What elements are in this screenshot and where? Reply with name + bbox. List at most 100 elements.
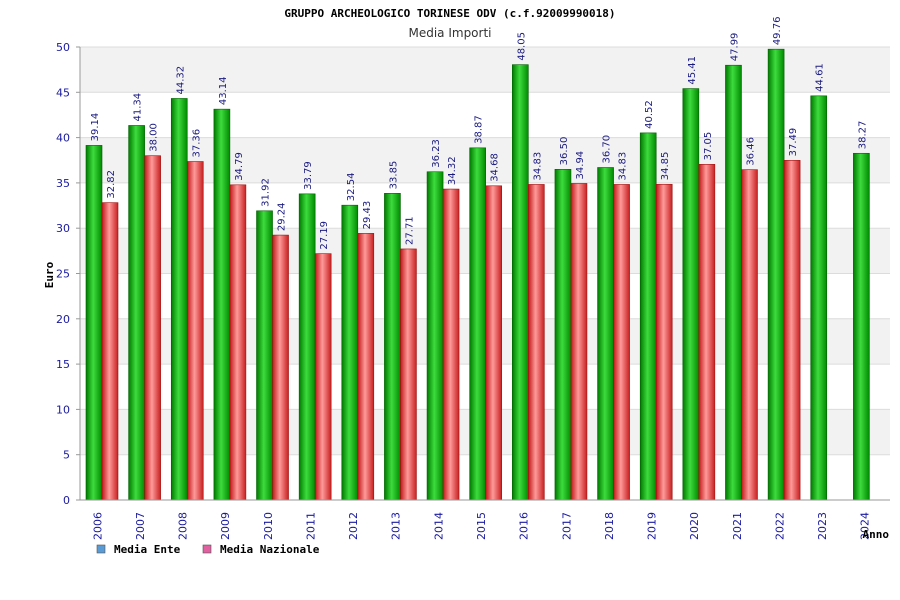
legend-label-media-nazionale: Media Nazionale xyxy=(220,543,320,556)
bar-media-nazionale xyxy=(314,253,332,501)
data-label: 29.24 xyxy=(277,202,288,231)
data-label: 33.79 xyxy=(303,161,314,190)
data-label: 34.68 xyxy=(490,153,501,182)
data-label: 44.32 xyxy=(175,66,186,95)
y-tick-label: 20 xyxy=(56,313,70,326)
bar-media-ente xyxy=(128,125,145,501)
data-label: 34.94 xyxy=(575,151,586,180)
x-tick-label: 2013 xyxy=(390,512,403,540)
data-label: 31.92 xyxy=(261,178,272,207)
data-label: 38.87 xyxy=(474,115,485,144)
x-tick-label: 2007 xyxy=(134,512,147,540)
data-label: 34.32 xyxy=(447,156,458,185)
data-label: 34.85 xyxy=(660,152,671,181)
bar-media-nazionale xyxy=(101,202,119,501)
y-tick-label: 30 xyxy=(56,222,70,235)
legend-swatch-media-ente xyxy=(96,544,106,554)
legend-label-media-ente: Media Ente xyxy=(114,543,181,556)
y-tick-label: 45 xyxy=(56,86,70,99)
y-tick-label: 0 xyxy=(63,494,70,507)
data-label: 45.41 xyxy=(687,56,698,85)
legend: Media Ente Media Nazionale xyxy=(96,543,320,556)
data-label: 34.83 xyxy=(532,152,543,181)
data-label: 34.83 xyxy=(618,152,629,181)
data-label: 27.19 xyxy=(319,221,330,250)
x-tick-label: 2016 xyxy=(518,512,531,540)
data-label: 32.54 xyxy=(346,173,357,202)
y-tick-label: 5 xyxy=(63,449,70,462)
data-label: 44.61 xyxy=(815,63,826,92)
legend-swatch-media-nazionale xyxy=(202,544,212,554)
x-tick-label: 2021 xyxy=(731,512,744,540)
data-label: 49.76 xyxy=(772,17,783,46)
bar-media-ente xyxy=(767,48,785,501)
bar-media-ente xyxy=(469,147,486,501)
data-label: 29.43 xyxy=(362,201,373,230)
y-tick-label: 10 xyxy=(56,403,70,416)
bar-media-ente xyxy=(256,210,273,501)
bar-media-ente xyxy=(213,108,231,501)
bar-media-ente xyxy=(341,204,359,501)
bar-media-nazionale xyxy=(229,184,247,501)
data-label: 36.46 xyxy=(745,137,756,166)
bar-media-nazionale xyxy=(783,160,801,501)
bar-media-nazionale xyxy=(485,185,502,501)
bar-media-ente xyxy=(597,167,614,501)
x-tick-label: 2023 xyxy=(816,512,829,540)
data-label: 38.27 xyxy=(857,121,868,150)
x-tick-label: 2018 xyxy=(603,512,616,540)
bar-media-nazionale xyxy=(144,155,161,501)
bar-media-nazionale xyxy=(272,234,289,501)
data-label: 36.70 xyxy=(602,135,613,164)
bars-layer xyxy=(85,48,870,501)
data-label: 39.14 xyxy=(90,113,101,142)
bar-media-nazionale xyxy=(442,188,460,501)
y-tick-label: 15 xyxy=(56,358,70,371)
bar-media-nazionale xyxy=(357,233,375,501)
x-tick-label: 2009 xyxy=(219,512,232,540)
bar-media-ente xyxy=(85,145,103,501)
data-labels-layer: 39.14 32.82 41.34 38.00 44.32 37.36 43.14 34.79… xyxy=(90,17,868,250)
bar-media-nazionale xyxy=(741,169,758,501)
data-label: 37.36 xyxy=(191,129,202,158)
bar-media-ente xyxy=(554,169,572,501)
bar-media-nazionale xyxy=(400,248,417,501)
bar-media-nazionale xyxy=(698,164,716,501)
x-axis-label: Anno xyxy=(863,528,890,541)
data-label: 33.85 xyxy=(388,161,399,190)
data-label: 36.23 xyxy=(431,139,442,168)
y-tick-label: 25 xyxy=(56,268,70,281)
data-label: 37.49 xyxy=(788,128,799,157)
x-tick-label: 2012 xyxy=(347,512,360,540)
bar-media-ente xyxy=(853,152,870,501)
x-tick-label: 2008 xyxy=(177,512,190,540)
bar-media-ente xyxy=(298,193,316,501)
x-tick-label: 2022 xyxy=(773,512,786,540)
x-tick-label: 2014 xyxy=(432,512,445,540)
data-label: 40.52 xyxy=(644,100,655,129)
x-tick-label: 2017 xyxy=(560,512,573,540)
x-tick-label: 2011 xyxy=(304,512,317,540)
data-label: 43.14 xyxy=(218,77,229,106)
axes-layer: 0 5 10 15 20 25 30 35 40 45 50 2006 2007 2008 2009 2010… xyxy=(56,41,890,540)
bar-media-nazionale xyxy=(613,184,630,501)
data-label: 34.79 xyxy=(234,152,245,181)
x-tick-label: 2010 xyxy=(262,512,275,540)
bar-media-ente xyxy=(725,64,742,501)
bar-media-ente xyxy=(512,64,529,501)
data-label: 41.34 xyxy=(133,93,144,122)
data-label: 36.50 xyxy=(559,137,570,166)
chart-subtitle: Media Importi xyxy=(408,26,491,40)
bar-media-nazionale xyxy=(528,184,545,501)
y-axis-label: Euro xyxy=(43,261,56,288)
bar-media-ente xyxy=(426,171,444,501)
x-tick-label: 2015 xyxy=(475,512,488,540)
data-label: 47.99 xyxy=(729,33,740,62)
data-label: 32.82 xyxy=(106,170,117,199)
chart-title: GRUPPO ARCHEOLOGICO TORINESE ODV (c.f.92… xyxy=(284,7,615,20)
bar-media-nazionale xyxy=(655,183,673,501)
x-tick-label: 2006 xyxy=(91,512,104,540)
data-label: 37.05 xyxy=(703,132,714,161)
x-tick-label: 2020 xyxy=(688,512,701,540)
